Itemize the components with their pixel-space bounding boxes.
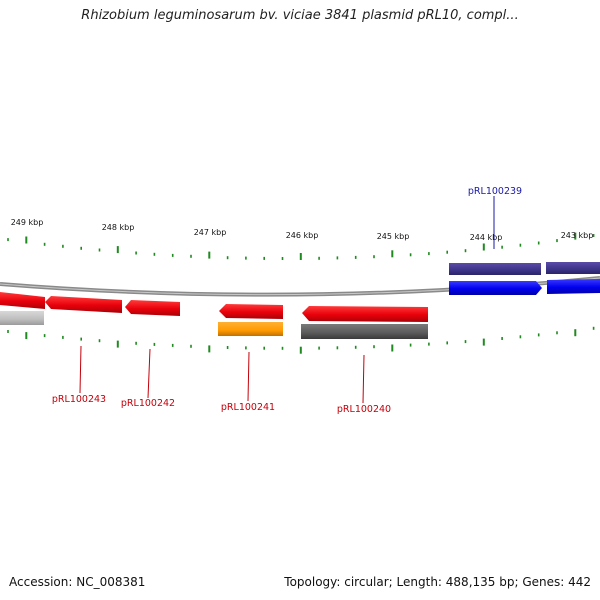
gene-label-pRL100241[interactable]: pRL100241 (221, 402, 275, 413)
gene-pRL100243[interactable] (45, 296, 122, 313)
gene-reverse-left[interactable] (0, 292, 45, 309)
ruler-label: 247 kbp (194, 228, 227, 237)
ruler-label: 243 kbp (561, 231, 594, 240)
label-leader (362, 354, 365, 404)
gene-label-pRL100243[interactable]: pRL100243 (52, 394, 106, 405)
label-leader (147, 348, 151, 399)
gene-label-pRL100240[interactable]: pRL100240 (337, 404, 391, 415)
reverse-class-bar[interactable] (301, 324, 428, 339)
reverse-class-bar[interactable] (0, 311, 44, 325)
ruler-ticks-inner (7, 326, 595, 354)
gene-pRL100240[interactable] (302, 306, 428, 322)
gene-pRL100241[interactable] (219, 304, 283, 319)
ruler-label: 244 kbp (470, 233, 503, 242)
gene-forward-next[interactable] (547, 279, 600, 294)
reverse-class-bar[interactable] (218, 322, 283, 336)
label-leader (79, 345, 82, 394)
gene-pRL100242[interactable] (125, 300, 180, 316)
accession-text: Accession: NC_008381 (9, 575, 146, 589)
ruler-label: 248 kbp (102, 223, 135, 232)
gene-label-pRL100239[interactable]: pRL100239 (468, 186, 522, 197)
forward-class-bar[interactable] (449, 263, 541, 275)
gene-label-pRL100242[interactable]: pRL100242 (121, 398, 175, 409)
ruler-label: 246 kbp (286, 231, 319, 240)
forward-class-bar[interactable] (546, 262, 600, 274)
page-title: Rhizobium leguminosarum bv. viciae 3841 … (81, 8, 519, 23)
topology-stats-text: Topology: circular; Length: 488,135 bp; … (284, 575, 591, 589)
ruler-label: 245 kbp (377, 232, 410, 241)
gene-pRL100239[interactable] (449, 281, 542, 295)
ruler-label: 249 kbp (11, 218, 44, 227)
label-leader (247, 351, 250, 402)
ruler-ticks-outer (7, 232, 595, 260)
